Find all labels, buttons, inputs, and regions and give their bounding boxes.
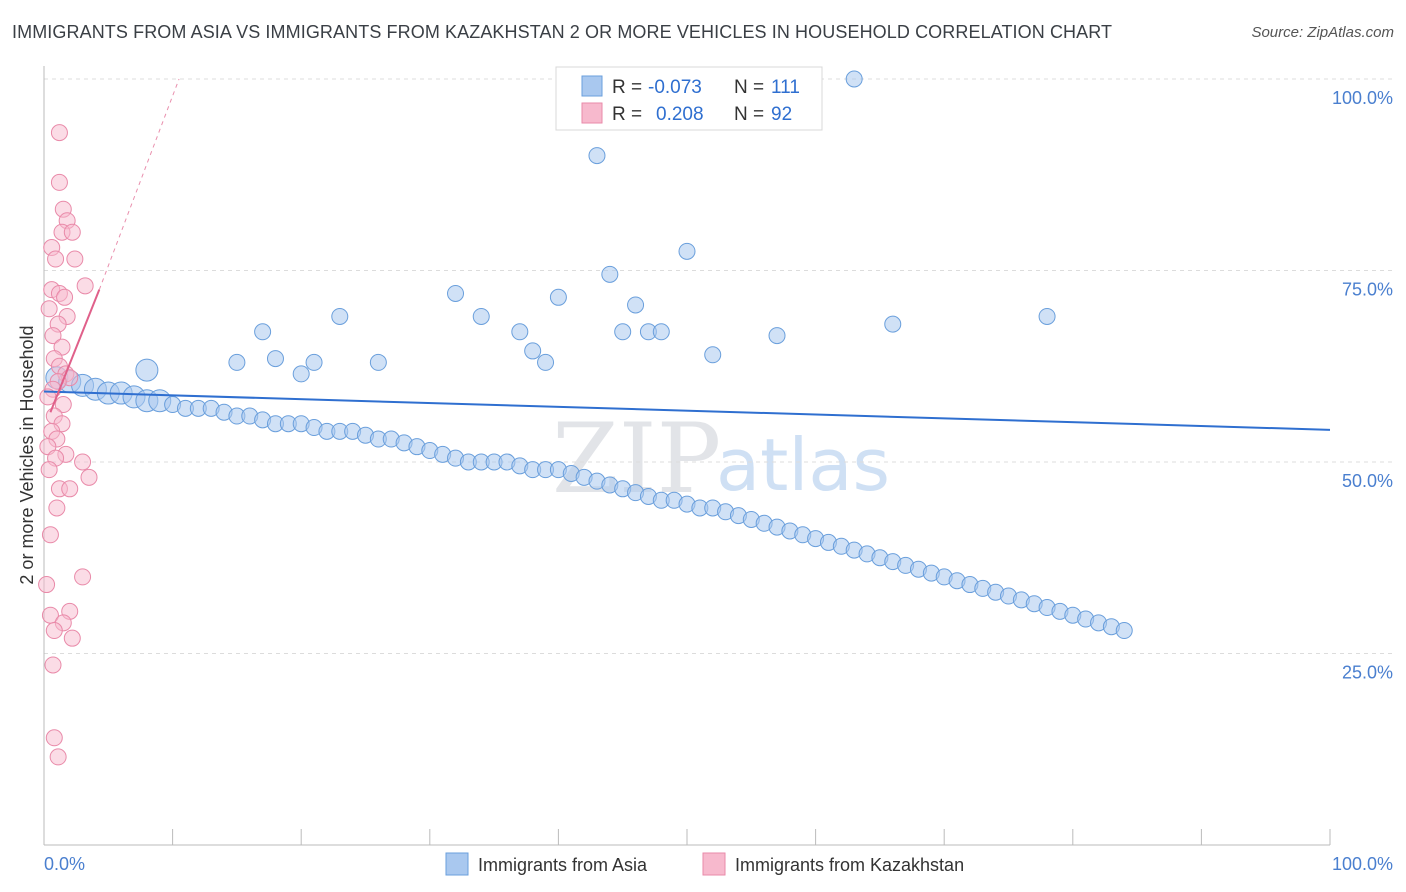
kazakhstan-point [38, 576, 56, 594]
legend-swatch-kazakhstan [581, 102, 603, 124]
kazakhstan-point [74, 568, 92, 586]
y-axis-label: 2 or more Vehicles in Household [17, 325, 37, 584]
asia-point [678, 242, 696, 260]
y-tick-label-75: 75.0% [1342, 280, 1393, 300]
kazakhstan-point [48, 499, 66, 517]
y-tick-label-100: 100.0% [1332, 88, 1393, 108]
source-label: Source: ZipAtlas.com [1251, 24, 1394, 41]
asia-point [601, 265, 619, 283]
grid-lines [44, 78, 1393, 654]
kazakhstan-point [66, 250, 84, 268]
asia-point [845, 70, 863, 88]
legend-r-value-asia: -0.073 [648, 77, 702, 98]
series-asia [45, 70, 1133, 640]
asia-point [369, 353, 387, 371]
watermark-atlas: atlas [716, 423, 890, 507]
kazakhstan-point [50, 173, 68, 191]
kazakhstan-trend-line [49, 289, 101, 413]
asia-point [292, 365, 310, 383]
correlation-legend: R = -0.073 N = 111 R = 0.208 N = 92 [555, 66, 823, 131]
asia-point [331, 307, 349, 325]
bottom-legend-swatch-asia [445, 852, 469, 876]
asia-point [1115, 622, 1133, 640]
kazakhstan-point [63, 223, 81, 241]
kazakhstan-point [41, 526, 59, 544]
legend-n-value-asia: 111 [771, 77, 800, 98]
asia-point [228, 353, 246, 371]
legend-swatch-asia [581, 75, 603, 97]
bottom-legend-label-asia: Immigrants from Asia [478, 855, 648, 875]
legend-n-label-asia: N = [734, 77, 764, 98]
asia-point [135, 358, 159, 382]
kazakhstan-point [45, 622, 63, 640]
legend-r-value-kazakhstan: 0.208 [656, 104, 704, 125]
kazakhstan-point [49, 748, 67, 766]
bottom-legend-swatch-kazakhstan [702, 852, 726, 876]
kazakhstan-point [40, 461, 58, 479]
kazakhstan-point [80, 468, 98, 486]
kazakhstan-point [74, 453, 92, 471]
axes [43, 66, 1331, 846]
asia-point [588, 147, 606, 165]
legend-r-label-kazakhstan: R = [612, 104, 642, 125]
asia-point [549, 288, 567, 306]
kazakhstan-point [63, 629, 81, 647]
asia-point [266, 350, 284, 368]
series-legend: Immigrants from Asia Immigrants from Kaz… [445, 852, 964, 876]
asia-point [537, 353, 555, 371]
asia-point [305, 353, 323, 371]
asia-point [627, 296, 645, 314]
x-tick-label-min: 0.0% [44, 854, 85, 874]
chart-title: IMMIGRANTS FROM ASIA VS IMMIGRANTS FROM … [12, 22, 1113, 42]
trend-lines [43, 78, 1331, 431]
asia-point [884, 315, 902, 333]
asia-point [447, 284, 465, 302]
kazakhstan-trend-extension [98, 78, 180, 290]
asia-point [652, 323, 670, 341]
asia-point [524, 342, 542, 360]
kazakhstan-point [40, 300, 58, 318]
asia-point [614, 323, 632, 341]
kazakhstan-point [50, 124, 68, 142]
kazakhstan-point [44, 327, 62, 345]
legend-n-label-kazakhstan: N = [734, 104, 764, 125]
x-tick-label-max: 100.0% [1332, 854, 1393, 874]
asia-point [1038, 307, 1056, 325]
legend-r-label-asia: R = [612, 77, 642, 98]
legend-n-value-kazakhstan: 92 [771, 104, 792, 125]
kazakhstan-point [61, 480, 79, 498]
kazakhstan-point [54, 396, 72, 414]
bottom-legend-label-kazakhstan: Immigrants from Kazakhstan [735, 855, 964, 875]
kazakhstan-point [45, 729, 63, 747]
kazakhstan-point [44, 656, 62, 674]
kazakhstan-point [76, 277, 94, 295]
y-tick-label-25: 25.0% [1342, 663, 1393, 683]
asia-trend-line [43, 390, 1331, 431]
y-tick-label-50: 50.0% [1342, 471, 1393, 491]
asia-point [768, 327, 786, 345]
kazakhstan-point [56, 288, 74, 306]
asia-point [254, 323, 272, 341]
series-kazakhstan [38, 124, 98, 766]
asia-point [472, 307, 490, 325]
kazakhstan-point [47, 250, 65, 268]
asia-point [511, 323, 529, 341]
asia-point [704, 346, 722, 364]
